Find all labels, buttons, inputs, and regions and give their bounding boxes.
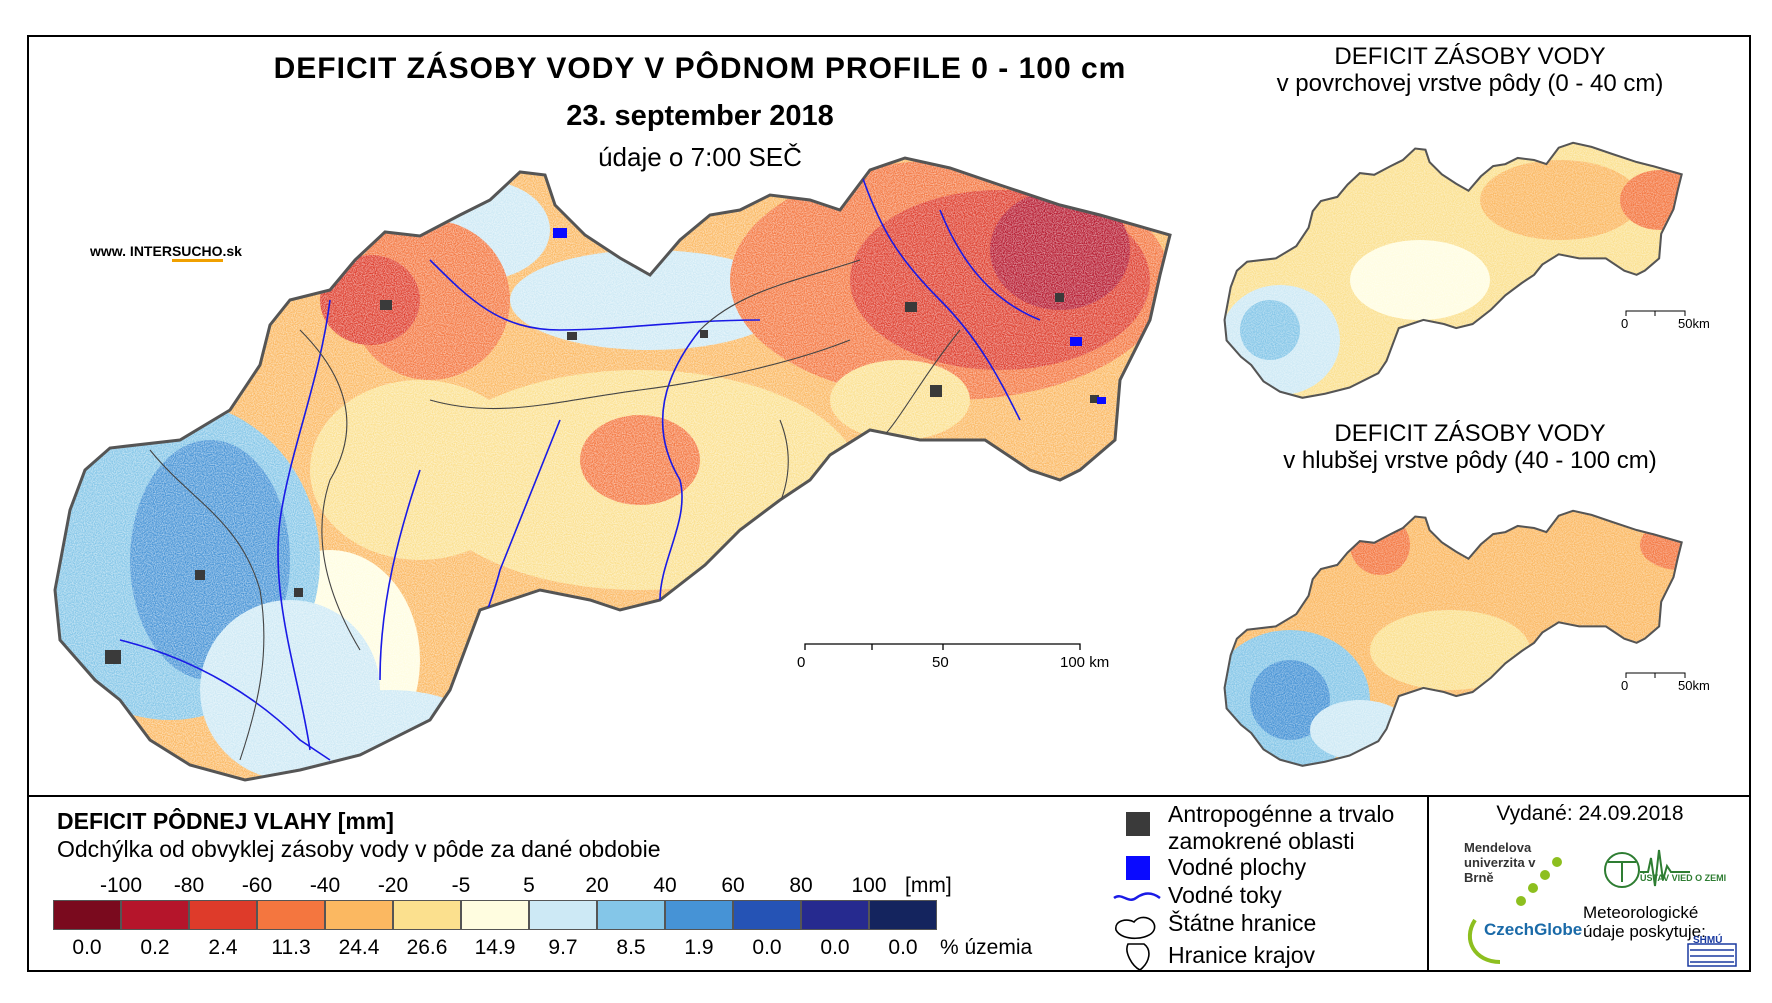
map-frame [27, 35, 1751, 972]
legend-percent-9: 1.9 [684, 936, 714, 959]
legend-percent-4: 24.4 [338, 936, 380, 959]
czechglobe-swoosh-icon [1468, 918, 1501, 964]
legend-swatch-7 [529, 900, 597, 930]
legend-percent-5: 26.6 [406, 936, 448, 959]
inset-top-title-line1: DEFICIT ZÁSOBY VODY [1334, 43, 1606, 70]
blue-square-icon [1126, 856, 1150, 880]
legend-swatch-8 [597, 900, 665, 930]
dark-square-icon [1126, 812, 1150, 836]
legend-percent-8: 8.5 [616, 936, 646, 959]
map-date: 23. september 2018 [566, 100, 834, 132]
meteo-credit: Meteorologické údaje poskytuje: [1583, 903, 1706, 941]
legend-swatch-12 [869, 900, 937, 930]
legend-threshold-9: 60 [721, 874, 745, 897]
source-site: www. INTERSUCHO.sk [90, 243, 242, 262]
legend-threshold-7: 20 [585, 874, 609, 897]
legend-swatch-10 [733, 900, 801, 930]
inset-bottom-title-line2: v hlubšej vrstve pôdy (40 - 100 cm) [1283, 447, 1657, 474]
main-scale-label-50: 50 [932, 654, 949, 671]
inset-bottom-title: DEFICIT ZÁSOBY VODY v hlubšej vrstve pôd… [1270, 420, 1670, 474]
river-line-icon [1113, 892, 1161, 901]
legend-threshold-11: 100 [851, 874, 887, 897]
source-site-highlight: SUCHO [171, 243, 223, 262]
legend-threshold-6: 5 [523, 874, 535, 897]
legend-unit-mm: [mm] [905, 874, 952, 897]
legend-threshold-5: -5 [451, 874, 471, 897]
shmu-logo-text: SHMÚ [1693, 935, 1723, 946]
map-time-note: údaje o 7:00 SEČ [598, 142, 802, 172]
source-site-prefix: www. INTER [90, 243, 172, 259]
inset-top-scale-50: 50km [1678, 316, 1710, 331]
mendel-logo-text: Mendelova univerzita v Brně [1464, 840, 1536, 885]
inset-top-title-line2: v povrchovej vrstve pôdy (0 - 40 cm) [1276, 70, 1664, 97]
legend-title: DEFICIT PÔDNEJ VLAHY [mm] [57, 808, 394, 834]
legend-swatch-5 [393, 900, 461, 930]
state-border-icon [1115, 916, 1156, 940]
legend-percent-0: 0.0 [72, 936, 102, 959]
symbol-label-rivers: Vodné toky [1168, 882, 1282, 908]
legend-swatch-9 [665, 900, 733, 930]
symbol-label-state-border: Štátne hranice [1168, 910, 1317, 936]
symbol-label-water-bodies: Vodné plochy [1168, 854, 1307, 880]
legend-swatch-4 [325, 900, 393, 930]
main-scale-label-0: 0 [797, 654, 806, 671]
legend-threshold-1: -80 [173, 874, 205, 897]
shmu-logo-icon [1687, 943, 1737, 967]
legend-percent-10: 0.0 [752, 936, 782, 959]
inset-top-scale-0: 0 [1621, 316, 1629, 331]
mendel-logo-dots [1516, 857, 1562, 906]
main-scale-bar [804, 643, 1081, 650]
ustav-logo-text: ÚSTAV VIED O ZEMI [1640, 873, 1727, 883]
issued-date: Vydané: 24.09.2018 [1496, 802, 1684, 825]
legend-swatch-2 [189, 900, 257, 930]
inset-bottom-title-line1: DEFICIT ZÁSOBY VODY [1334, 420, 1606, 447]
legend-threshold-8: 40 [653, 874, 677, 897]
ustav-logo-icon [1604, 849, 1690, 888]
legend-swatch-11 [801, 900, 869, 930]
legend-percent-11: 0.0 [820, 936, 850, 959]
region-border-icon [1126, 943, 1150, 971]
inset-bottom-scale-0: 0 [1621, 678, 1629, 693]
legend-threshold-10: 80 [789, 874, 813, 897]
legend-percent-1: 0.2 [140, 936, 170, 959]
inset-map-deep [1223, 509, 1686, 767]
inset-bottom-scale-50: 50km [1678, 678, 1710, 693]
legend-percent-2: 2.4 [208, 936, 238, 959]
legend-threshold-4: -20 [377, 874, 409, 897]
map-title: DEFICIT ZÁSOBY VODY V PÔDNOM PROFILE 0 -… [273, 52, 1127, 85]
legend-unit-percent: % územia [940, 936, 1033, 959]
symbol-label-region-border: Hranice krajov [1168, 942, 1315, 968]
legend-percent-7: 9.7 [548, 936, 578, 959]
credits-divider [1427, 795, 1429, 972]
legend-threshold-2: -60 [241, 874, 273, 897]
legend-percent-12: 0.0 [888, 936, 918, 959]
czechglobe-logo-text: CzechGlobe [1484, 920, 1583, 939]
legend-percent-6: 14.9 [474, 936, 516, 959]
legend-swatch-1 [121, 900, 189, 930]
legend-swatch-0 [53, 900, 121, 930]
legend-swatch-6 [461, 900, 529, 930]
legend-swatch-3 [257, 900, 325, 930]
main-scale-label-100: 100 km [1060, 654, 1110, 671]
legend-threshold-3: -40 [309, 874, 341, 897]
symbol-label-anthropogenic: Antropogénne a trvalo zamokrené oblasti [1168, 801, 1395, 854]
legend-threshold-0: -100 [99, 874, 143, 897]
legend-subtitle: Odchýlka od obvyklej zásoby vody v pôde … [57, 836, 661, 862]
inset-top-title: DEFICIT ZÁSOBY VODY v povrchovej vrstve … [1270, 43, 1670, 97]
source-site-suffix: .sk [222, 243, 242, 259]
legend-percent-3: 11.3 [271, 936, 311, 959]
legend-divider [27, 795, 1751, 797]
